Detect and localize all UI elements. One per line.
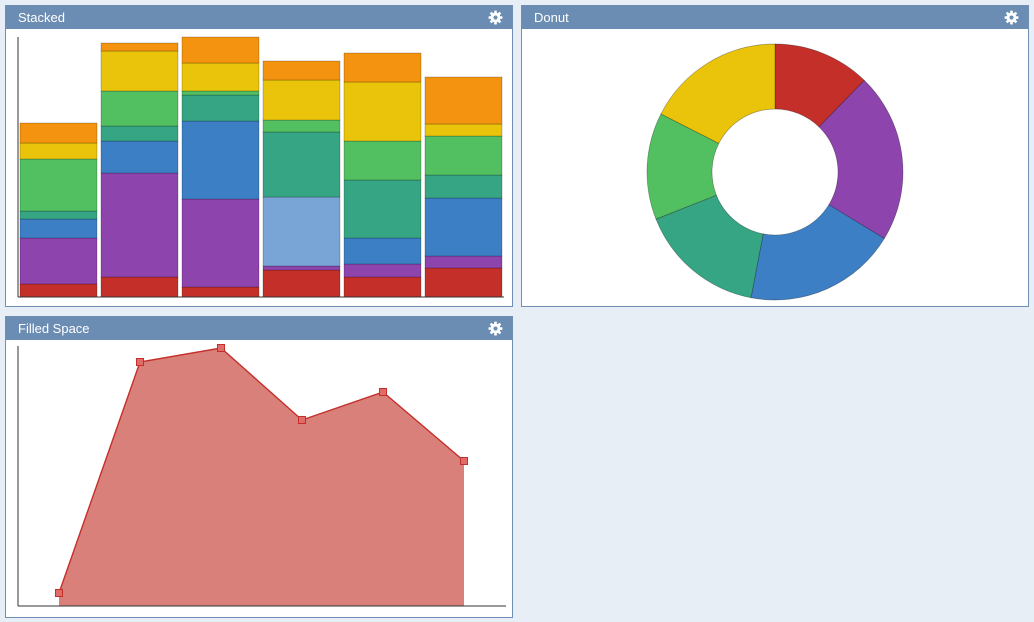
area-line [58,347,465,594]
bar-segment [19,158,98,212]
panel-title: Donut [534,10,569,25]
filled-space-chart-area [6,340,512,617]
gear-icon[interactable] [1004,10,1019,25]
bar-segment [262,119,341,133]
bar-segment [19,210,98,220]
panel-header: Donut [522,6,1028,29]
bar-segment [19,122,98,144]
data-point-marker[interactable] [298,416,306,424]
donut-slice [774,43,865,128]
bar-segment [424,197,503,257]
bar-segment [19,237,98,285]
bar-segment [343,52,422,83]
area-fill [59,348,464,606]
gear-icon[interactable] [488,321,503,336]
bar-segment [262,131,341,198]
data-point-marker[interactable] [136,358,144,366]
bar-segment [100,276,179,298]
gear-icon[interactable] [488,10,503,25]
bar-segment [424,267,503,298]
stacked-chart-area [6,29,512,306]
stacked-bar [343,52,422,298]
panel-title: Stacked [18,10,65,25]
donut-panel: Donut [521,5,1029,307]
bar-segment [100,125,179,142]
panel-header: Filled Space [6,317,512,340]
donut-slice [655,194,764,299]
stacked-bar [424,76,503,298]
filled-space-chart [17,344,506,607]
donut-slice [660,43,776,144]
stacked-chart [17,36,504,298]
bar-segment [424,255,503,269]
bar-segment [424,135,503,176]
bar-segment [19,283,98,298]
bar-segment [19,218,98,239]
bar-segment [343,81,422,142]
donut-slice [646,113,720,220]
bar-segment [181,90,260,96]
data-point-marker[interactable] [460,457,468,465]
bar-segment [424,174,503,199]
data-point-marker[interactable] [55,589,63,597]
donut-slice [750,204,885,301]
stacked-bar [19,122,98,298]
stacked-bar [181,36,260,298]
bar-segment [262,269,341,298]
bar-segment [262,79,341,121]
panel-header: Stacked [6,6,512,29]
bar-segment [343,263,422,278]
bar-segment [262,265,341,271]
stacked-bar [262,60,341,298]
bar-segment [100,140,179,174]
bar-segment [262,196,341,267]
bar-segment [181,286,260,298]
bar-segment [181,94,260,122]
stacked-bar [100,42,179,298]
donut-chart [646,43,904,301]
bar-segment [100,42,179,52]
bar-segment [100,50,179,92]
bar-segment [424,123,503,137]
data-point-marker[interactable] [217,344,225,352]
stacked-panel: Stacked [5,5,513,307]
donut-chart-area [522,29,1028,306]
bar-segment [181,198,260,288]
bar-segment [343,237,422,265]
bar-segment [343,179,422,239]
bar-segment [181,120,260,200]
bar-segment [424,76,503,125]
bar-segment [343,140,422,181]
donut-slice [818,79,904,240]
data-point-marker[interactable] [379,388,387,396]
bar-segment [181,62,260,92]
bar-segment [343,276,422,298]
bar-segment [19,142,98,160]
bar-segment [262,60,341,81]
bar-segment [100,90,179,127]
bar-segment [100,172,179,278]
filled-space-panel: Filled Space [5,316,513,618]
bar-segment [181,36,260,64]
panel-title: Filled Space [18,321,90,336]
